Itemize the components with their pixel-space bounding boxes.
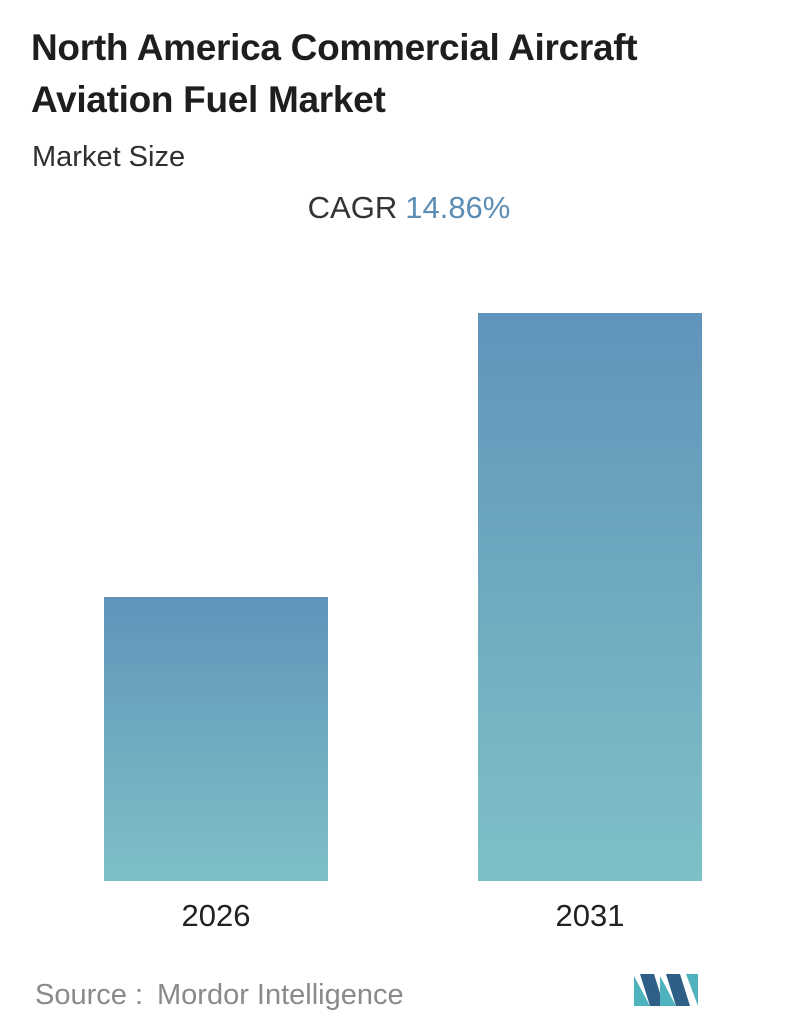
source-label: Source : xyxy=(35,979,143,1011)
cagr-label: CAGR xyxy=(307,190,398,225)
chart-title: North America Commercial Aircraft Aviati… xyxy=(31,27,638,120)
mordor-intelligence-logo-icon xyxy=(634,974,698,1006)
cagr-value: 14.86% xyxy=(405,190,511,225)
x-tick-label-2031: 2031 xyxy=(556,898,625,933)
source-note: Source : Mordor Intelligence xyxy=(35,975,404,1015)
bar-chart: 2026 2031 xyxy=(104,313,702,933)
x-tick-label-2026: 2026 xyxy=(182,898,251,933)
chart-subtitle: Market Size xyxy=(32,141,186,173)
cagr-indicator: CAGR 14.86% xyxy=(0,188,796,228)
bar-2026 xyxy=(104,597,328,881)
bar-2031 xyxy=(478,313,702,881)
source-value: Mordor Intelligence xyxy=(157,979,404,1011)
